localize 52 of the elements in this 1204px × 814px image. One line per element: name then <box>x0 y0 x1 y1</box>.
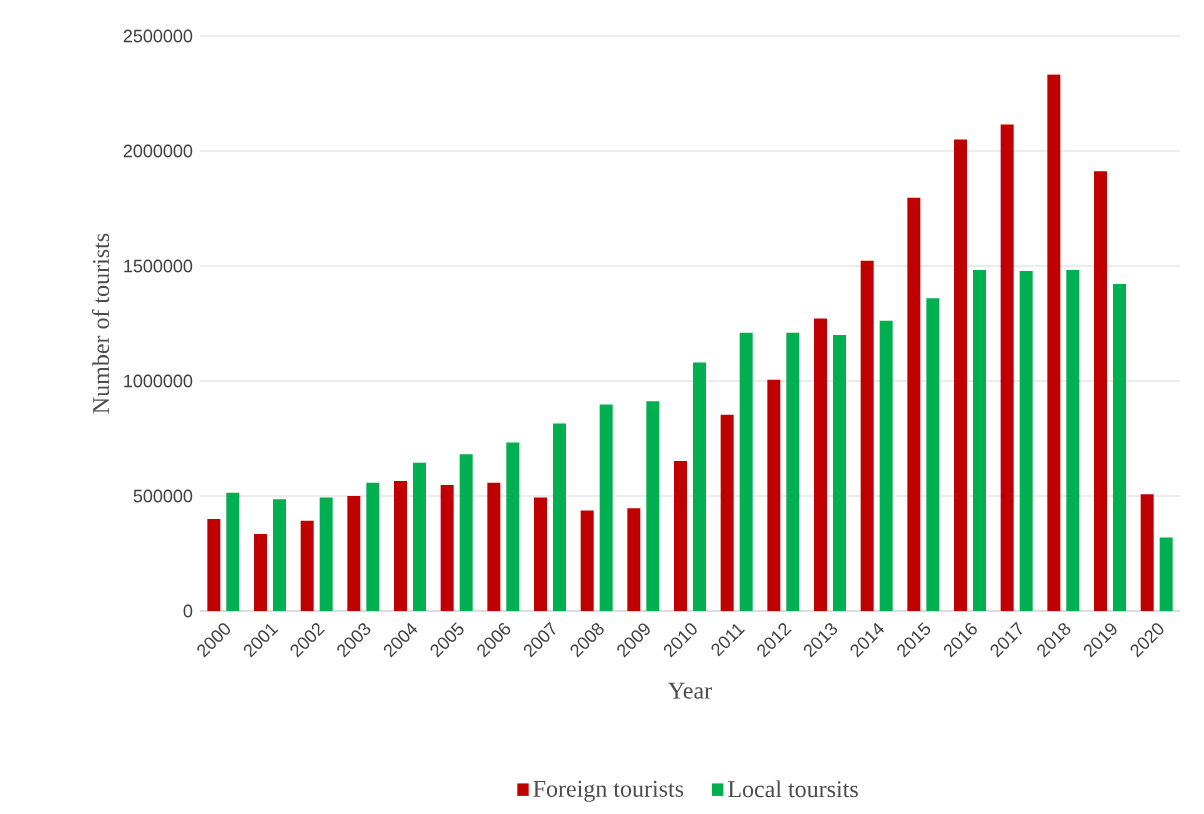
bar <box>739 332 753 611</box>
bar <box>273 499 287 611</box>
y-tick-label: 2500000 <box>123 29 193 43</box>
bar <box>1113 283 1127 611</box>
bar <box>1019 271 1033 611</box>
bar <box>693 362 707 611</box>
bar <box>1159 537 1173 611</box>
bar <box>319 497 333 611</box>
bar <box>1140 494 1154 611</box>
bar <box>627 508 641 611</box>
bar <box>347 496 361 611</box>
bar <box>1066 269 1080 611</box>
bar <box>954 139 968 611</box>
bar <box>553 423 567 611</box>
x-axis-title: Year <box>668 682 712 699</box>
bar <box>599 404 613 611</box>
y-tick-label: 500000 <box>133 489 193 503</box>
bar <box>254 533 268 611</box>
legend-label: Local toursits <box>728 780 858 798</box>
bar <box>767 379 781 611</box>
bar <box>1094 171 1108 611</box>
bar <box>833 335 847 611</box>
bar <box>459 454 473 611</box>
bar <box>1047 74 1061 611</box>
bar <box>394 481 408 611</box>
bar <box>226 492 240 611</box>
y-axis-title: Number of tourists <box>91 233 110 414</box>
bar <box>786 332 800 611</box>
bar <box>440 484 454 611</box>
bar <box>926 298 940 611</box>
y-tick-label: 2000000 <box>123 144 193 158</box>
bar <box>487 482 501 611</box>
bar <box>879 320 893 611</box>
bar <box>534 497 548 611</box>
bar <box>207 519 221 611</box>
bar <box>907 197 921 611</box>
y-tick-label: 1500000 <box>124 259 193 273</box>
bar <box>366 482 380 611</box>
y-tick-label: 1000000 <box>124 374 193 388</box>
bar <box>814 318 828 611</box>
bar <box>860 260 874 611</box>
bar <box>300 520 314 611</box>
bar <box>973 269 987 611</box>
bar <box>674 461 687 611</box>
bar <box>646 401 660 611</box>
legend-label: Foreign tourists <box>533 780 684 802</box>
bar <box>580 510 594 611</box>
bar <box>1000 124 1014 611</box>
y-tick-label: 0 <box>183 604 193 618</box>
bar <box>720 414 734 611</box>
bar <box>506 442 520 611</box>
bar <box>413 462 427 611</box>
